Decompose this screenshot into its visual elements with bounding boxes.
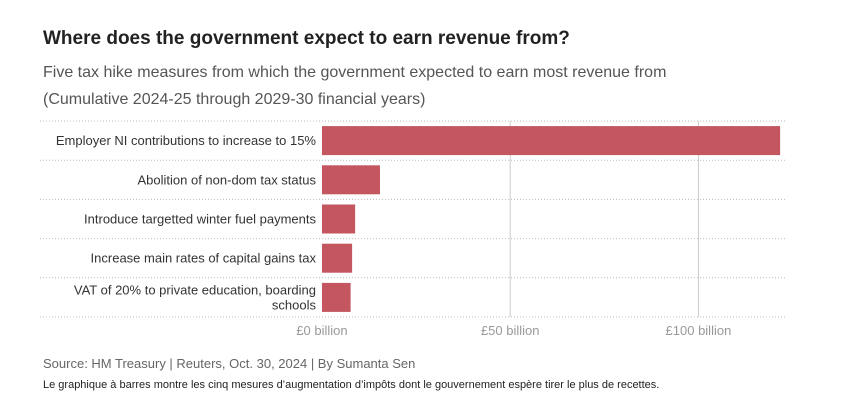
x-tick-label: £0 billion (296, 323, 347, 338)
bar (322, 243, 353, 273)
chart-description-note: Le graphique à barres montre les cinq me… (43, 379, 660, 391)
chart-title: Where does the government expect to earn… (43, 28, 570, 49)
bar (322, 126, 781, 156)
chart-subtitle-line-2: (Cumulative 2024-25 through 2029-30 fina… (43, 91, 426, 108)
category-label: Increase main rates of capital gains tax (91, 251, 317, 266)
category-label: Abolition of non-dom tax status (138, 172, 317, 187)
x-tick-label: £100 billion (666, 323, 732, 338)
bar (322, 204, 356, 234)
source-credit: Source: HM Treasury | Reuters, Oct. 30, … (43, 356, 416, 371)
chart-subtitle-line-1: Five tax hike measures from which the go… (43, 64, 667, 81)
bar (322, 165, 380, 195)
category-label: Introduce targetted winter fuel payments (84, 212, 316, 227)
x-tick-label: £50 billion (481, 323, 540, 338)
bar-chart: Employer NI contributions to increase to… (40, 120, 785, 338)
category-label: Employer NI contributions to increase to… (56, 133, 317, 148)
bar (322, 282, 351, 312)
category-label: VAT of 20% to private education, boardin… (74, 282, 317, 312)
